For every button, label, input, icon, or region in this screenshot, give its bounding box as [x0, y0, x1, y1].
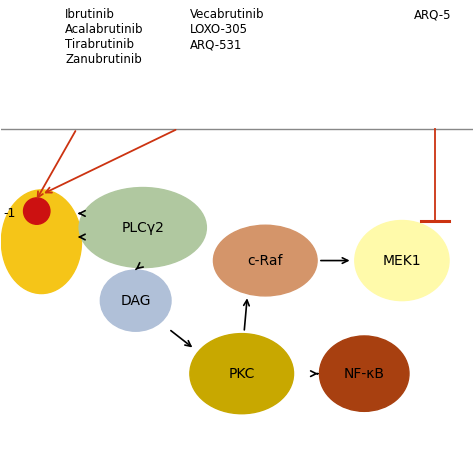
Ellipse shape [79, 188, 206, 268]
Ellipse shape [355, 220, 449, 301]
Ellipse shape [24, 198, 50, 224]
Text: DAG: DAG [120, 293, 151, 308]
Ellipse shape [319, 336, 409, 411]
Text: PKC: PKC [228, 367, 255, 381]
Text: ARQ-5: ARQ-5 [414, 9, 451, 21]
Ellipse shape [100, 270, 171, 331]
Text: PLCγ2: PLCγ2 [121, 220, 164, 235]
Text: c-Raf: c-Raf [247, 254, 283, 267]
Ellipse shape [213, 225, 317, 296]
Text: Ibrutinib
Acalabrutinib
Tirabrutinib
Zanubrutinib: Ibrutinib Acalabrutinib Tirabrutinib Zan… [65, 9, 144, 66]
Text: -1: -1 [4, 207, 16, 220]
Text: Vecabrutinib
LOXO-305
ARQ-531: Vecabrutinib LOXO-305 ARQ-531 [190, 9, 264, 52]
Text: NF-κB: NF-κB [344, 367, 385, 381]
Ellipse shape [1, 190, 82, 293]
Ellipse shape [190, 334, 293, 414]
Text: MEK1: MEK1 [383, 254, 421, 267]
